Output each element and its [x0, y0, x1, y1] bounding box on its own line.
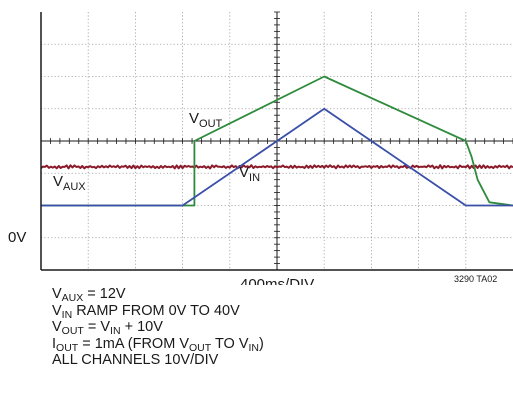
- note-2-main: V: [52, 303, 62, 319]
- note-1-main: V: [52, 286, 62, 302]
- oscilloscope-plot: VOUT VIN VAUX 0V 400ms/DIV 3290 TA02: [0, 0, 513, 285]
- note-4-mid2-sub: IN: [249, 342, 260, 354]
- note-2-rest: RAMP FROM 0V TO 40V: [72, 303, 240, 319]
- note-3-rest: + 10V: [121, 319, 163, 335]
- note-3-main: V: [52, 319, 62, 335]
- note-4-mid: = 1mA (FROM V: [78, 336, 189, 352]
- trace-label-v-aux-sub: AUX: [63, 181, 86, 193]
- note-3-mid-sub: IN: [110, 325, 121, 337]
- figure-code: 3290 TA02: [454, 274, 497, 284]
- note-4-mid2: TO V: [211, 336, 248, 352]
- note-3-sub: OUT: [62, 325, 84, 337]
- conditions-notes: VAUX = 12V VIN RAMP FROM 0V TO 40V VOUT …: [52, 286, 264, 369]
- note-line-5: ALL CHANNELS 10V/DIV: [52, 352, 264, 369]
- note-1-sub: AUX: [62, 292, 84, 304]
- trace-label-v-out-sub: OUT: [199, 118, 223, 130]
- note-line-1: VAUX = 12V: [52, 286, 264, 303]
- note-line-3: VOUT = VIN + 10V: [52, 319, 264, 336]
- trace-label-v-aux-main: V: [53, 173, 63, 190]
- trace-label-v-in-main: V: [239, 164, 249, 181]
- trace-label-v-in-sub: IN: [249, 172, 260, 184]
- zero-volt-label: 0V: [8, 229, 26, 246]
- note-4-sub: OUT: [56, 342, 78, 354]
- note-2-sub: IN: [62, 309, 73, 321]
- note-1-rest: = 12V: [83, 286, 125, 302]
- note-4-rest: ): [259, 336, 264, 352]
- note-line-4: IOUT = 1mA (FROM VOUT TO VIN): [52, 336, 264, 353]
- note-3-mid: = V: [84, 319, 110, 335]
- note-line-2: VIN RAMP FROM 0V TO 40V: [52, 303, 264, 320]
- note-4-mid-sub: OUT: [189, 342, 211, 354]
- x-axis-label: 400ms/DIV: [240, 276, 314, 285]
- trace-label-v-out-main: V: [189, 110, 199, 127]
